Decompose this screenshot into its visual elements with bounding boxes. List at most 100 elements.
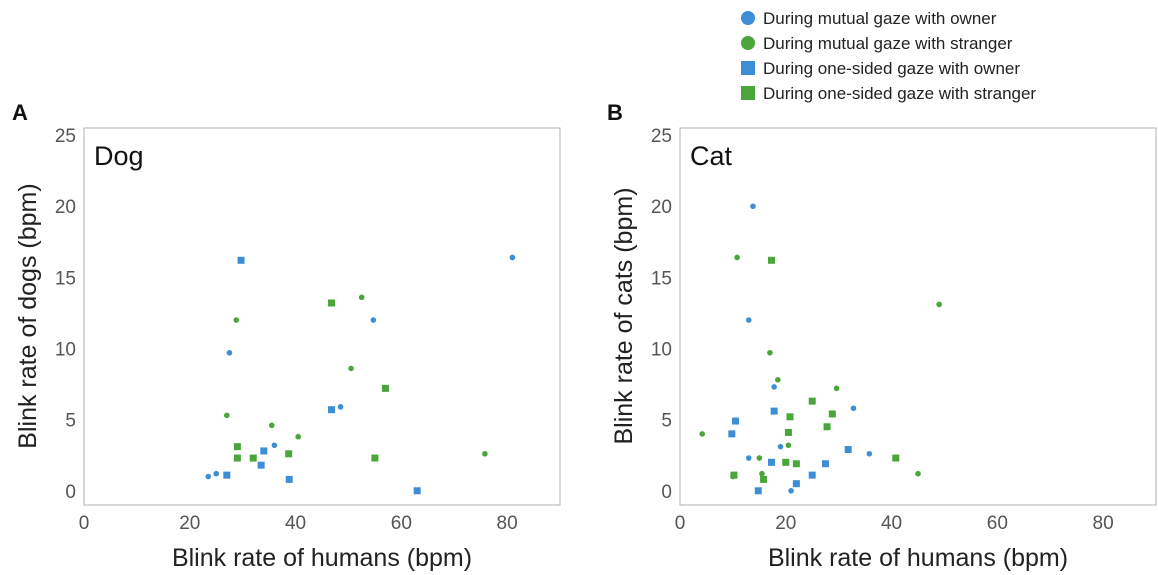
- data-point-circle: [936, 301, 942, 308]
- y-tick-label: 0: [65, 482, 76, 503]
- data-point-square: [223, 471, 231, 479]
- x-tick-label: 80: [1093, 513, 1114, 534]
- data-point-circle: [337, 404, 344, 410]
- data-point-square: [730, 471, 738, 479]
- data-point-square: [249, 454, 257, 462]
- legend: During mutual gaze with owner During mut…: [741, 9, 1036, 103]
- data-point-square: [413, 487, 421, 495]
- panel-title: Dog: [94, 141, 144, 171]
- y-axis-title: Blink rate of cats (bpm): [610, 187, 638, 444]
- data-point-circle: [750, 203, 756, 210]
- data-point-circle: [226, 349, 233, 356]
- data-point-square: [260, 447, 268, 455]
- data-point-circle: [699, 431, 706, 437]
- tick-labels: 0 20 40 60 80 0 5 10 15 20 25: [651, 126, 1114, 534]
- data-point-square: [767, 458, 775, 466]
- legend-marker-circle-stranger: [741, 36, 755, 50]
- data-point-square: [892, 454, 900, 462]
- legend-label: During one-sided gaze with stranger: [763, 84, 1036, 103]
- data-point-circle: [213, 470, 220, 477]
- x-axis-title: Blink rate of humans (bpm): [768, 544, 1068, 572]
- data-point-circle: [833, 385, 840, 392]
- y-tick-label: 25: [55, 126, 76, 147]
- legend-item-mutual-owner: During mutual gaze with owner: [741, 9, 997, 28]
- y-tick-label: 10: [55, 340, 76, 361]
- x-tick-label: 0: [675, 513, 686, 534]
- y-tick-label: 20: [651, 197, 672, 218]
- data-point-circle: [745, 317, 752, 323]
- data-point-circle: [482, 450, 488, 457]
- data-point-circle: [745, 455, 752, 461]
- legend-marker-square-owner: [741, 61, 755, 75]
- data-point-square: [767, 256, 775, 264]
- panel-cat: B Cat 0 20 40 60 80 0 5 10 15 20 25 Blink rate of …: [607, 100, 1157, 572]
- x-axis-title: Blink rate of humans (bpm): [172, 544, 472, 572]
- data-point-square: [233, 443, 241, 451]
- data-point-square: [821, 460, 829, 468]
- x-tick-label: 80: [497, 513, 518, 534]
- data-point-circle: [205, 473, 212, 480]
- data-point-circle: [866, 450, 873, 457]
- data-points: [205, 254, 516, 495]
- y-axis-title: Blink rate of dogs (bpm): [14, 183, 42, 448]
- x-tick-label: 0: [79, 513, 90, 534]
- x-tick-label: 20: [179, 513, 200, 534]
- data-point-circle: [756, 455, 763, 461]
- data-point-square: [328, 299, 336, 307]
- data-point-circle: [509, 254, 516, 261]
- data-point-square: [844, 446, 852, 454]
- y-tick-label: 15: [651, 268, 672, 289]
- data-point-square: [828, 410, 836, 418]
- legend-label: During mutual gaze with owner: [763, 9, 997, 28]
- data-point-circle: [788, 487, 794, 494]
- panel-dog: A Dog 0 20 40 60 80 0 5 10 15 20 25 Blink rate of …: [12, 100, 561, 572]
- data-point-square: [237, 256, 245, 264]
- data-point-square: [754, 487, 762, 495]
- tick-labels: 0 20 40 60 80 0 5 10 15 20 25: [55, 126, 518, 534]
- data-point-square: [782, 458, 790, 466]
- x-tick-label: 60: [987, 513, 1008, 534]
- legend-label: During one-sided gaze with owner: [763, 59, 1020, 78]
- panel-letter: B: [607, 100, 623, 125]
- y-tick-label: 5: [65, 411, 76, 432]
- x-tick-label: 40: [881, 513, 902, 534]
- data-point-square: [257, 461, 265, 469]
- y-tick-label: 15: [55, 268, 76, 289]
- y-tick-label: 20: [55, 197, 76, 218]
- data-point-square: [786, 413, 794, 421]
- data-point-square: [233, 454, 241, 462]
- data-point-circle: [915, 470, 921, 477]
- data-point-square: [760, 475, 768, 483]
- legend-marker-square-stranger: [741, 86, 755, 100]
- data-point-circle: [348, 365, 354, 372]
- data-point-circle: [759, 470, 765, 477]
- legend-item-onesided-owner: During one-sided gaze with owner: [741, 59, 1020, 78]
- data-point-circle: [295, 433, 302, 440]
- x-tick-label: 20: [775, 513, 796, 534]
- legend-item-onesided-stranger: During one-sided gaze with stranger: [741, 84, 1036, 103]
- legend-marker-circle-owner: [741, 11, 755, 25]
- y-tick-label: 10: [651, 340, 672, 361]
- legend-item-mutual-stranger: During mutual gaze with stranger: [741, 34, 1013, 53]
- y-tick-label: 5: [661, 411, 672, 432]
- data-point-square: [784, 428, 792, 436]
- data-point-square: [328, 406, 336, 414]
- y-tick-label: 25: [651, 126, 672, 147]
- panel-title: Cat: [690, 141, 733, 171]
- data-point-square: [728, 430, 736, 438]
- data-point-square: [823, 423, 831, 431]
- data-point-square: [792, 460, 800, 468]
- plot-frame: [83, 127, 561, 506]
- data-point-square: [792, 480, 800, 488]
- data-point-circle: [775, 377, 781, 383]
- x-tick-label: 40: [285, 513, 306, 534]
- data-point-square: [285, 475, 293, 483]
- y-tick-label: 0: [661, 482, 672, 503]
- data-point-circle: [771, 384, 777, 390]
- data-point-circle: [370, 317, 377, 323]
- data-point-circle: [233, 317, 240, 323]
- panel-letter: A: [12, 100, 28, 125]
- data-point-square: [808, 471, 816, 479]
- data-point-circle: [268, 422, 275, 429]
